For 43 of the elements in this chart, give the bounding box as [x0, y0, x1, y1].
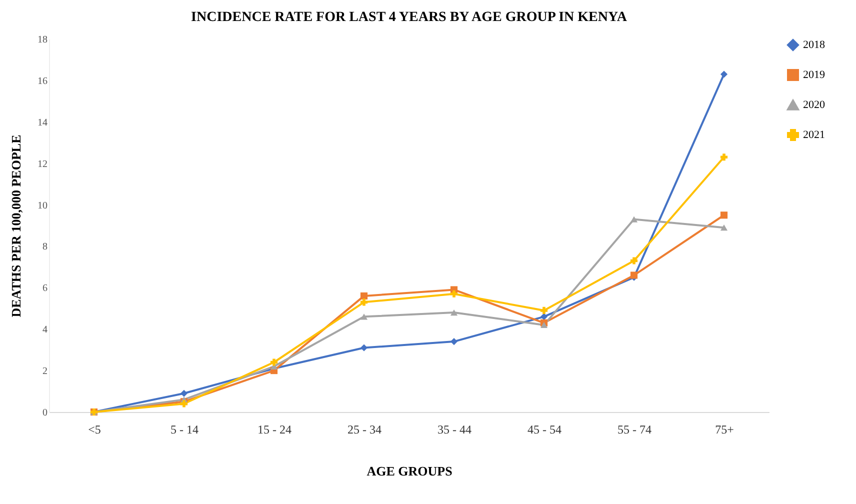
point: [540, 306, 548, 314]
y-tick-label: 16: [38, 76, 48, 87]
legend-label: 2018: [803, 39, 826, 51]
y-tick-label: 0: [42, 408, 48, 418]
legend-label: 2019: [803, 69, 826, 81]
y-tick-label: 6: [42, 283, 48, 294]
y-tick-label: 4: [42, 324, 48, 336]
point: [180, 390, 188, 397]
x-tick-label: 45 - 54: [528, 422, 562, 436]
x-tick-label: 55 - 74: [618, 422, 652, 436]
y-tick-label: 18: [38, 34, 48, 46]
point: [270, 358, 278, 366]
x-tick-label: 15 - 24: [258, 422, 292, 436]
point: [630, 257, 638, 264]
chart-title: INCIDENCE RATE FOR LAST 4 YEARS BY AGE GROUP IN KENYA: [191, 10, 628, 25]
y-tick-label: 14: [38, 117, 48, 128]
point: [360, 344, 368, 352]
x-tick-label: 75+: [715, 422, 734, 436]
point: [540, 322, 548, 328]
point: [720, 154, 728, 161]
point: [360, 292, 368, 300]
point: [540, 313, 548, 320]
point: [720, 212, 728, 219]
y-tick-label: 2: [42, 366, 48, 378]
point: [360, 298, 368, 306]
legend-label: 2021: [803, 129, 825, 141]
point: [720, 70, 728, 78]
y-axis-title: DEATHS PER 100,000 PEOPLE: [8, 134, 24, 318]
y-tick-label: 10: [38, 200, 48, 212]
point: [450, 338, 458, 346]
x-tick-label: 35 - 44: [438, 422, 472, 436]
legend-label: 2020: [803, 99, 826, 111]
point: [360, 314, 368, 320]
point: [450, 290, 458, 298]
y-tick-label: 12: [38, 158, 48, 170]
x-tick-label: <5: [88, 422, 101, 436]
point: [720, 224, 728, 231]
point: [630, 216, 638, 222]
point: [450, 309, 458, 316]
y-tick-label: 8: [42, 242, 48, 253]
x-axis-title: AGE GROUPS: [366, 464, 452, 478]
x-tick-label: 5 - 14: [170, 422, 198, 436]
x-tick-label: 25 - 34: [348, 422, 382, 436]
